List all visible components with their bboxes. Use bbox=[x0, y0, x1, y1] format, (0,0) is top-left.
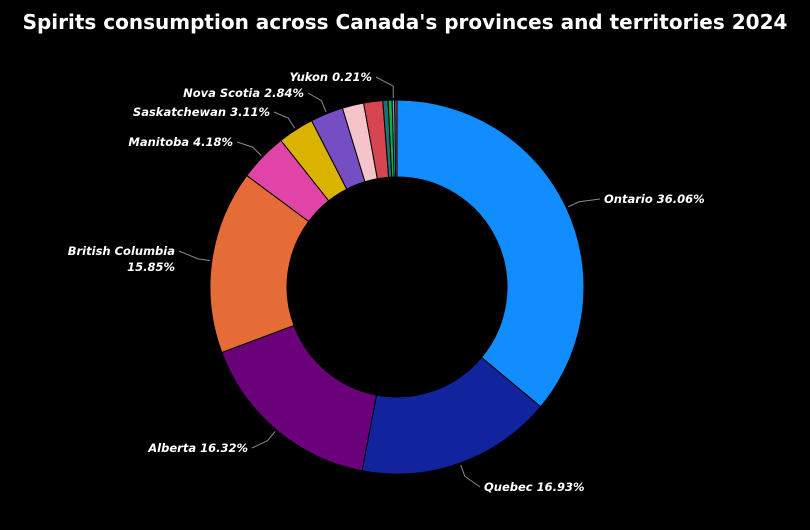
leader-line-manitoba bbox=[236, 141, 262, 156]
data-label-nova-scotia: Nova Scotia 2.84% bbox=[183, 86, 304, 100]
data-label-saskatchewan: Saskatchewan 3.11% bbox=[133, 105, 270, 119]
leader-line-quebec bbox=[460, 464, 481, 488]
data-label-yukon: Yukon 0.21% bbox=[290, 70, 372, 84]
chart-title: Spirits consumption across Canada's prov… bbox=[22, 10, 788, 34]
leader-line-ontario bbox=[567, 198, 601, 208]
data-label-ontario: Ontario 36.06% bbox=[604, 192, 705, 206]
leader-line-yukon bbox=[375, 76, 394, 99]
data-label-british-columbia-line-1: British Columbia bbox=[68, 244, 175, 258]
slice-nunavut[interactable] bbox=[394, 99, 398, 178]
leader-line-saskatchewan bbox=[273, 111, 296, 129]
data-label-british-columbia-line-2: 15.85% bbox=[127, 260, 175, 274]
data-label-manitoba: Manitoba 4.18% bbox=[128, 135, 233, 149]
leader-line-nova-scotia bbox=[307, 92, 327, 113]
data-label-quebec: Quebec 16.93% bbox=[484, 480, 585, 494]
data-label-alberta: Alberta 16.32% bbox=[147, 441, 248, 455]
leader-line-alberta bbox=[251, 431, 276, 449]
slice-ontario[interactable] bbox=[396, 99, 585, 408]
leader-line-british-columbia bbox=[178, 250, 210, 262]
